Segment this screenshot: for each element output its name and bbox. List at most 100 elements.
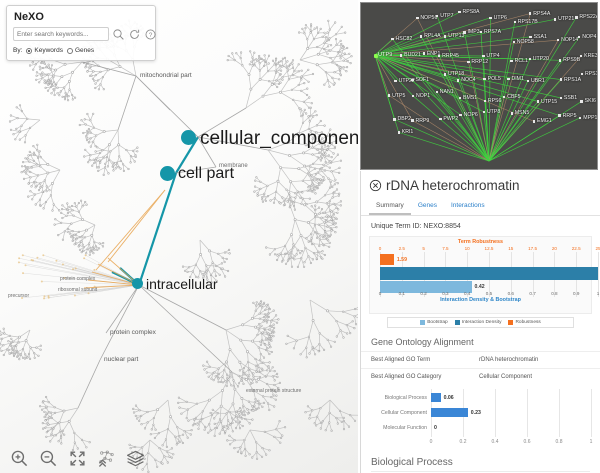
radio-option-genes[interactable]: Genes <box>66 47 95 54</box>
legend-label-interaction-density: Interaction Density <box>461 320 502 325</box>
collapse-icon[interactable] <box>97 449 116 468</box>
network-gene-node[interactable] <box>512 40 515 43</box>
network-gene-node[interactable] <box>510 59 513 63</box>
network-gene-node[interactable] <box>529 12 532 15</box>
detail-header: rDNA heterochromatin <box>361 171 600 195</box>
tab-summary[interactable]: Summary <box>369 199 411 215</box>
ontology-tree-viewer[interactable]: cellular_component cell part intracellul… <box>0 0 358 473</box>
layers-icon[interactable] <box>126 449 145 468</box>
network-gene-node[interactable] <box>580 100 583 103</box>
tree-graph[interactable] <box>0 0 358 473</box>
network-gene-node[interactable] <box>536 100 540 103</box>
detail-tabs[interactable]: Summary Genes Interactions <box>361 195 600 216</box>
network-gene-node[interactable] <box>483 99 487 103</box>
network-gene-node[interactable] <box>387 94 391 97</box>
network-gene-node[interactable] <box>411 78 414 82</box>
robustness-bottom-tick: 0.2 <box>420 291 427 296</box>
network-gene-node[interactable] <box>559 78 563 81</box>
network-gene-node[interactable] <box>463 31 466 34</box>
network-gene-node[interactable] <box>459 113 462 117</box>
network-gene-node[interactable] <box>532 120 536 123</box>
page-title: rDNA heterochromatin <box>386 178 520 193</box>
bar-value-robustness: 1.59 <box>396 256 407 263</box>
radio-genes-label: Genes <box>74 47 95 54</box>
network-gene-node[interactable] <box>467 60 470 63</box>
fit-screen-icon[interactable] <box>68 449 87 468</box>
network-gene-node[interactable] <box>458 11 461 14</box>
robustness-top-tick: 25 <box>595 246 600 251</box>
zoom-in-icon[interactable] <box>10 449 29 468</box>
network-gene-node[interactable] <box>419 35 423 38</box>
network-gene-node[interactable] <box>394 79 397 83</box>
gene-interaction-network[interactable]: UTP9 NOP56 UTP7 RPS8A UTP6 RPS17B RPS4A UTP21 RP… <box>360 2 598 170</box>
network-hub-node[interactable] <box>373 53 378 58</box>
tree-node-cell-part[interactable] <box>160 166 175 181</box>
zoom-out-icon[interactable] <box>39 449 58 468</box>
reset-icon[interactable] <box>128 28 141 41</box>
network-gene-node[interactable] <box>580 72 584 76</box>
network-gene-node[interactable] <box>444 35 447 38</box>
network-gene-node[interactable] <box>579 54 583 58</box>
network-gene-node[interactable] <box>559 96 563 100</box>
network-gene-node[interactable] <box>579 116 582 119</box>
network-gene-node[interactable] <box>436 14 439 18</box>
network-gene-node[interactable] <box>437 54 441 57</box>
network-gene-node[interactable] <box>393 118 396 121</box>
network-gene-node[interactable] <box>479 31 483 34</box>
tree-node-cellular-component[interactable] <box>181 130 196 145</box>
tree-node-intracellular[interactable] <box>132 278 143 289</box>
robustness-bottom-tick: 0.5 <box>485 291 493 296</box>
radio-option-keywords[interactable]: Keywords <box>26 47 63 54</box>
robustness-bottom-tick: 0.7 <box>529 291 536 296</box>
network-gene-node[interactable] <box>397 131 400 134</box>
network-gene-node[interactable] <box>422 52 426 55</box>
network-gene-node[interactable] <box>528 57 531 61</box>
network-gene-node[interactable] <box>513 20 516 23</box>
network-gene-node[interactable] <box>503 95 506 98</box>
go-axis-tick: 1 <box>589 439 593 445</box>
network-gene-node[interactable] <box>489 16 492 19</box>
network-gene-node[interactable] <box>391 37 394 41</box>
network-gene-node[interactable] <box>411 94 415 98</box>
network-gene-node[interactable] <box>411 119 414 122</box>
network-gene-node[interactable] <box>556 39 560 42</box>
network-gene-node[interactable] <box>553 18 557 21</box>
network-gene-node[interactable] <box>558 114 561 117</box>
robustness-top-tick: 7.5 <box>442 246 449 251</box>
network-gene-node[interactable] <box>399 54 403 57</box>
network-gene-node[interactable] <box>482 54 485 58</box>
network-gene-node[interactable] <box>416 17 419 20</box>
view-toolbar[interactable] <box>0 443 358 473</box>
network-gene-node[interactable] <box>435 90 438 94</box>
network-gene-node[interactable] <box>482 110 486 114</box>
network-gene-node[interactable] <box>558 59 562 62</box>
search-panel[interactable]: NeXO ? By: Ke <box>6 5 156 61</box>
robustness-chart-legend: Bootstrap Interaction Density Robustness <box>387 317 574 328</box>
help-icon[interactable]: ? <box>144 28 157 41</box>
search-input[interactable] <box>13 27 109 41</box>
network-gene-node[interactable] <box>458 96 462 100</box>
tab-genes[interactable]: Genes <box>417 202 437 209</box>
tab-interactions[interactable]: Interactions <box>450 202 485 209</box>
term-detail-panel[interactable]: rDNA heterochromatin Summary Genes Inter… <box>360 171 600 473</box>
search-icon[interactable] <box>112 28 125 41</box>
network-gene-node[interactable] <box>510 112 514 115</box>
network-gene-node[interactable] <box>443 73 447 76</box>
radio-genes-icon[interactable] <box>66 47 73 54</box>
go-category-label: Molecular Function <box>383 425 427 431</box>
network-gene-node[interactable] <box>483 77 486 81</box>
network-gene-node[interactable] <box>457 79 460 82</box>
bar-bootstrap <box>380 281 472 293</box>
network-gene-node[interactable] <box>526 79 530 82</box>
network-gene-node[interactable] <box>439 117 442 121</box>
biological-process-heading: Biological Process <box>371 457 453 468</box>
network-gene-node[interactable] <box>507 78 510 81</box>
unique-term-id: Unique Term ID: NEXO:8854 <box>371 223 461 230</box>
network-gene-node[interactable] <box>529 35 532 38</box>
network-gene-node[interactable] <box>578 35 581 39</box>
network-gene-node[interactable] <box>575 16 578 19</box>
close-icon[interactable] <box>369 179 382 192</box>
robustness-top-tick: 22.5 <box>571 246 581 251</box>
radio-keywords-icon[interactable] <box>26 47 33 54</box>
